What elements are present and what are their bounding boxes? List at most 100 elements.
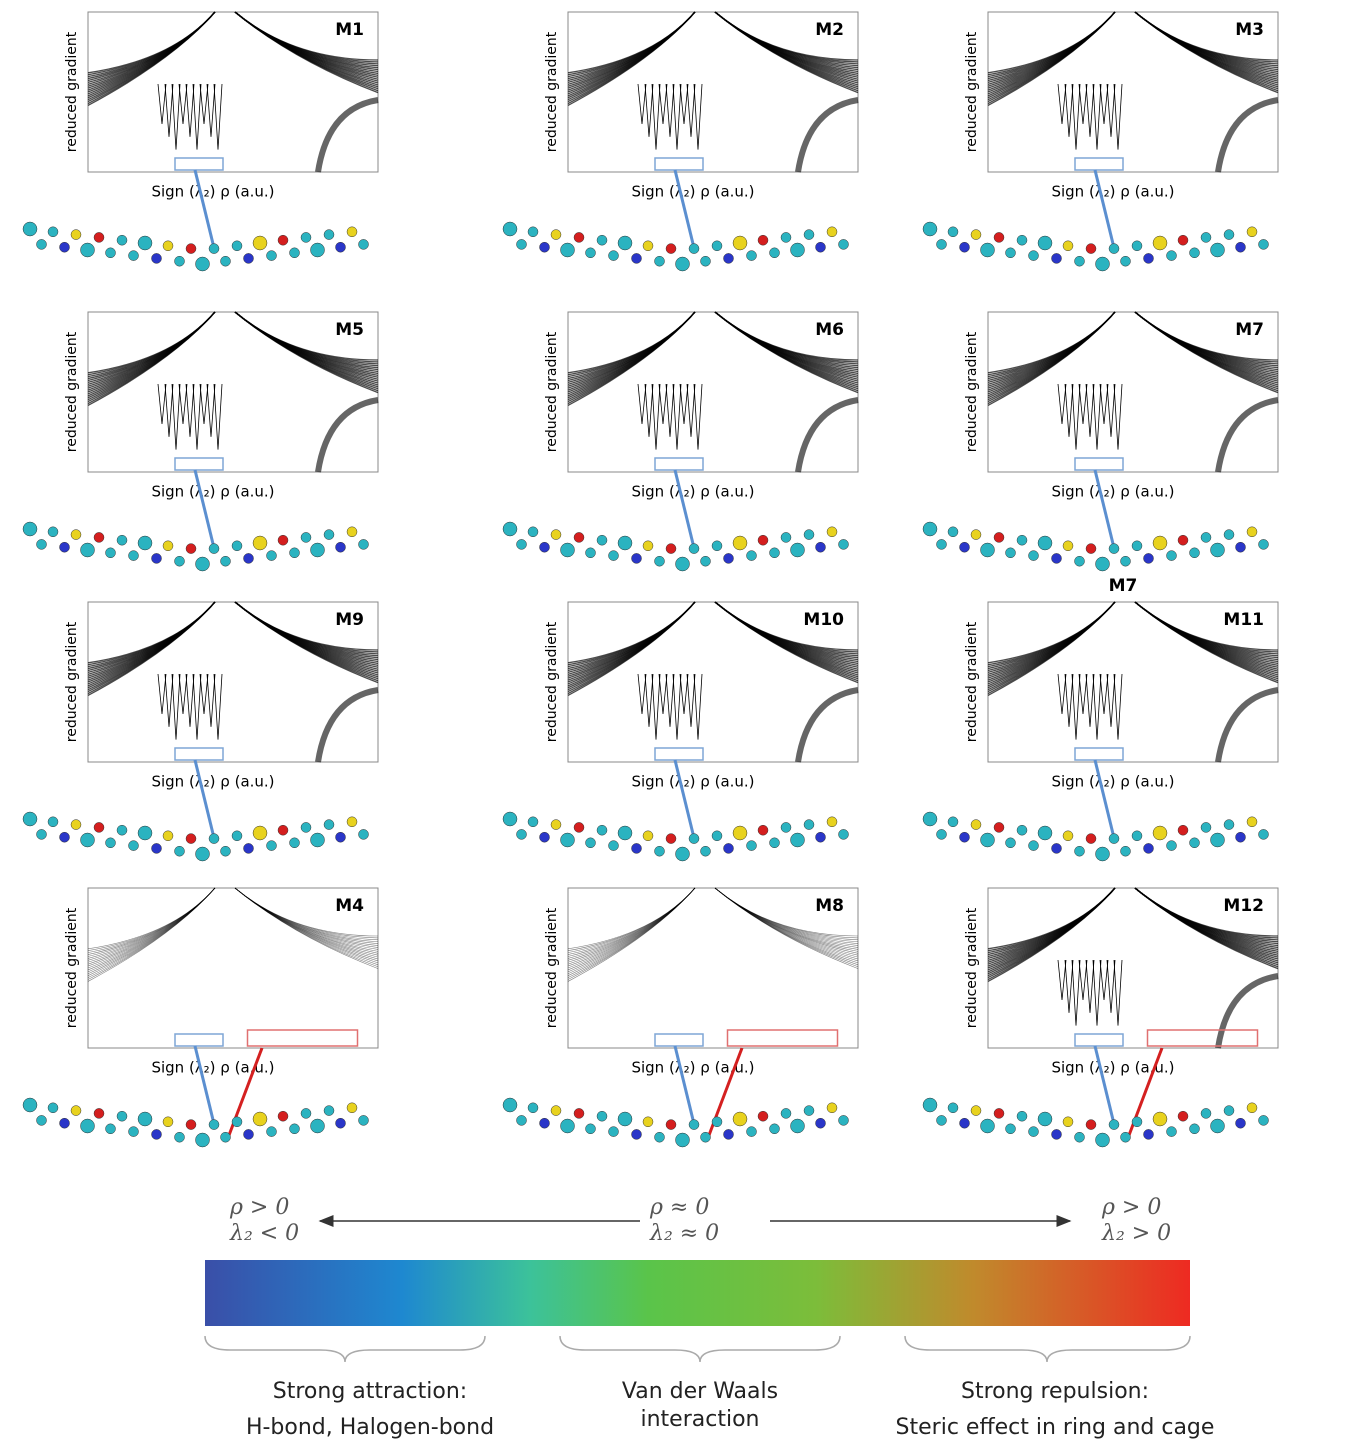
- atom: [1063, 541, 1073, 551]
- scale-mid-1: ρ ≈ 0: [649, 1195, 709, 1220]
- atom: [643, 1117, 653, 1127]
- atom: [1201, 232, 1211, 242]
- atom: [1052, 553, 1062, 563]
- atom: [1017, 1111, 1027, 1121]
- atom: [152, 1129, 162, 1139]
- atom: [278, 825, 288, 835]
- y-axis-label: reduced gradient: [544, 31, 560, 152]
- atom: [186, 1120, 196, 1130]
- atom: [724, 253, 734, 263]
- atom: [733, 236, 747, 250]
- atom: [551, 820, 561, 830]
- atom: [827, 227, 837, 237]
- atom: [733, 536, 747, 550]
- panel-label: M7: [1235, 320, 1264, 340]
- panel-label: M12: [1223, 896, 1264, 916]
- atom: [1153, 536, 1167, 550]
- atom: [561, 1119, 575, 1133]
- atom: [632, 253, 642, 263]
- caption: Van der Waals: [622, 1379, 778, 1404]
- atom: [816, 242, 826, 252]
- atom: [816, 542, 826, 552]
- atom: [701, 556, 711, 566]
- atom: [106, 248, 116, 258]
- atom: [701, 256, 711, 266]
- atom: [655, 256, 665, 266]
- atom: [106, 838, 116, 848]
- atom: [1247, 227, 1257, 237]
- atom: [561, 833, 575, 847]
- scale-right-1: ρ > 0: [1101, 1195, 1161, 1220]
- atom: [1029, 841, 1039, 851]
- atom: [676, 847, 690, 861]
- atom: [618, 236, 632, 250]
- brace: [905, 1336, 1190, 1362]
- atom: [117, 235, 127, 245]
- atom: [186, 834, 196, 844]
- atom: [301, 232, 311, 242]
- atom: [163, 541, 173, 551]
- atom: [1075, 556, 1085, 566]
- atom: [1029, 551, 1039, 561]
- atom: [517, 239, 527, 249]
- atom: [1236, 832, 1246, 842]
- atom: [948, 1103, 958, 1113]
- atom: [1109, 244, 1119, 254]
- atom: [1211, 543, 1225, 557]
- atom: [1038, 1112, 1052, 1126]
- atom: [221, 1132, 231, 1142]
- atom: [175, 1132, 185, 1142]
- atom: [561, 543, 575, 557]
- atom: [81, 833, 95, 847]
- atom: [1132, 1117, 1142, 1127]
- atom: [60, 242, 70, 252]
- atom: [733, 826, 747, 840]
- atom: [1109, 544, 1119, 554]
- atom: [827, 817, 837, 827]
- atom: [1224, 230, 1234, 240]
- atom: [290, 838, 300, 848]
- atom: [1190, 548, 1200, 558]
- atom: [1052, 843, 1062, 853]
- atom: [129, 1127, 139, 1137]
- atom: [643, 541, 653, 551]
- atom: [347, 527, 357, 537]
- atom: [540, 242, 550, 252]
- atom: [267, 251, 277, 261]
- atom: [971, 820, 981, 830]
- atom: [503, 522, 517, 536]
- atom: [253, 1112, 267, 1126]
- atom: [804, 820, 814, 830]
- atom: [839, 829, 849, 839]
- atom: [221, 256, 231, 266]
- atom: [804, 530, 814, 540]
- atom: [232, 1117, 242, 1127]
- atom: [781, 232, 791, 242]
- atom: [1201, 1108, 1211, 1118]
- atom: [1247, 1103, 1257, 1113]
- atom: [503, 222, 517, 236]
- atom: [618, 1112, 632, 1126]
- atom: [244, 253, 254, 263]
- atom: [712, 1117, 722, 1127]
- atom: [643, 241, 653, 251]
- atom: [747, 1127, 757, 1137]
- atom: [1167, 1127, 1177, 1137]
- atom: [48, 817, 58, 827]
- brace: [205, 1336, 485, 1362]
- atom: [1132, 541, 1142, 551]
- atom: [1017, 535, 1027, 545]
- atom: [106, 548, 116, 558]
- atom: [551, 1106, 561, 1116]
- atom: [791, 1119, 805, 1133]
- atom: [48, 227, 58, 237]
- atom: [221, 846, 231, 856]
- atom: [937, 239, 947, 249]
- atom: [244, 1129, 254, 1139]
- atom: [1144, 843, 1154, 853]
- panel: M11reduced gradientSign (λ₂) ρ (a.u.): [923, 602, 1278, 861]
- atom: [336, 832, 346, 842]
- panel-label: M8: [815, 896, 844, 916]
- atom: [232, 831, 242, 841]
- atom: [196, 847, 210, 861]
